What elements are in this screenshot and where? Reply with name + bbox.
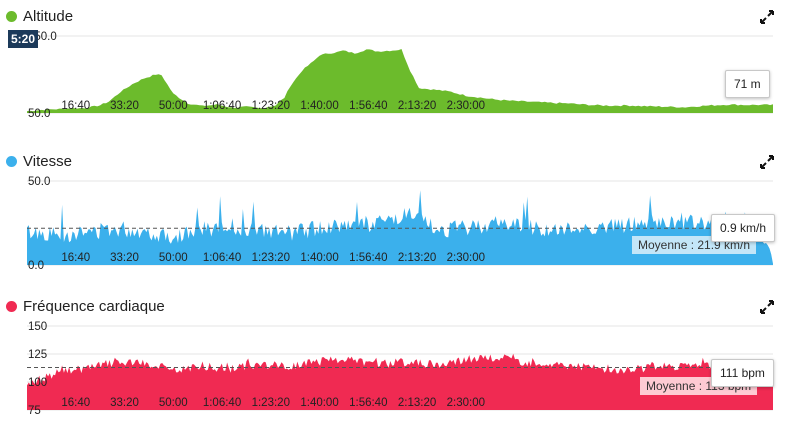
- x-tick-label: 16:40: [61, 100, 90, 112]
- x-tick-label: 16:40: [61, 397, 90, 409]
- x-tick-label: 1:40:00: [300, 252, 338, 264]
- x-tick-label: 1:06:40: [203, 100, 241, 112]
- speed-area-series: [27, 190, 773, 265]
- x-tick-label: 33:20: [110, 252, 139, 264]
- x-tick-label: 2:13:20: [398, 397, 436, 409]
- altitude-panel: Altitude 250.0 50.0 16:40 33:20 50:00 1:06:40…: [0, 0, 790, 128]
- heart-y-tick-label: 150: [28, 321, 47, 333]
- altitude-tooltip: 71 m: [725, 70, 770, 98]
- heart-y-tick-label: 125: [28, 349, 47, 361]
- cursor-time-label: 5:20: [8, 30, 39, 48]
- x-tick-label: 1:23:20: [252, 100, 290, 112]
- altitude-chart[interactable]: 250.050.016:40 33:20 50:00 1:06:40 1:23:20 1:…: [0, 0, 790, 128]
- x-tick-label: 1:56:40: [349, 397, 387, 409]
- x-tick-label: 1:40:00: [300, 397, 338, 409]
- x-tick-label: 16:40: [61, 252, 90, 264]
- altitude-area-series: [27, 49, 773, 113]
- x-tick-label: 33:20: [110, 100, 139, 112]
- heart-title: Fréquence cardiaque: [23, 297, 165, 315]
- altitude-legend-dot: [6, 10, 17, 22]
- heart-header[interactable]: Fréquence cardiaque: [6, 296, 165, 316]
- heart-area-series: [27, 353, 773, 410]
- expand-arrows-icon[interactable]: [760, 300, 774, 314]
- altitude-title: Altitude: [23, 7, 74, 25]
- expand-arrows-icon[interactable]: [760, 10, 774, 24]
- speed-title: Vitesse: [23, 152, 72, 170]
- expand-arrows-icon[interactable]: [760, 155, 774, 169]
- x-tick-label: 2:30:00: [447, 100, 485, 112]
- speed-chart[interactable]: 50.0 0.0 16:40 33:20 50:00 1:06:40 1:23:20 1:40…: [0, 145, 790, 275]
- speed-y-tick-label: 0.0: [28, 260, 44, 272]
- heart-chart[interactable]: 150 125 100 75 16:40 33:20 50:00 1:06:40 1:23:20…: [0, 290, 790, 435]
- speed-tooltip: 0.9 km/h: [711, 214, 776, 242]
- x-tick-label: 1:56:40: [349, 100, 387, 112]
- altitude-header[interactable]: Altitude: [6, 6, 73, 26]
- speed-panel: Vitesse 50.0 0.0 16:40 33:20 50:00 1:06:40 1:2…: [0, 145, 790, 275]
- speed-y-tick-label: 50.0: [28, 176, 50, 188]
- x-tick-label: 50:00: [159, 397, 188, 409]
- x-tick-label: 2:13:20: [398, 100, 436, 112]
- x-tick-label: 1:06:40: [203, 397, 241, 409]
- x-tick-label: 33:20: [110, 397, 139, 409]
- x-tick-label: 50:00: [159, 252, 188, 264]
- x-tick-label: 1:40:00: [300, 100, 338, 112]
- heart-y-tick-label: 100: [28, 377, 47, 389]
- x-tick-label: 2:13:20: [398, 252, 436, 264]
- x-tick-label: 1:06:40: [203, 252, 241, 264]
- heart-panel: Fréquence cardiaque 150 125 100 75 16:40 33:2…: [0, 290, 790, 435]
- speed-legend-dot: [6, 155, 17, 167]
- x-tick-label: 1:56:40: [349, 252, 387, 264]
- altitude-y-tick-label: 50.0: [28, 108, 50, 120]
- heart-tooltip: 111 bpm: [711, 359, 774, 387]
- x-tick-label: 2:30:00: [447, 397, 485, 409]
- x-tick-label: 1:23:20: [252, 397, 290, 409]
- x-tick-label: 1:23:20: [252, 252, 290, 264]
- x-tick-label: 2:30:00: [447, 252, 485, 264]
- x-tick-label: 50:00: [159, 100, 188, 112]
- heart-legend-dot: [6, 300, 17, 312]
- heart-y-tick-label: 75: [28, 405, 41, 417]
- speed-header[interactable]: Vitesse: [6, 151, 72, 171]
